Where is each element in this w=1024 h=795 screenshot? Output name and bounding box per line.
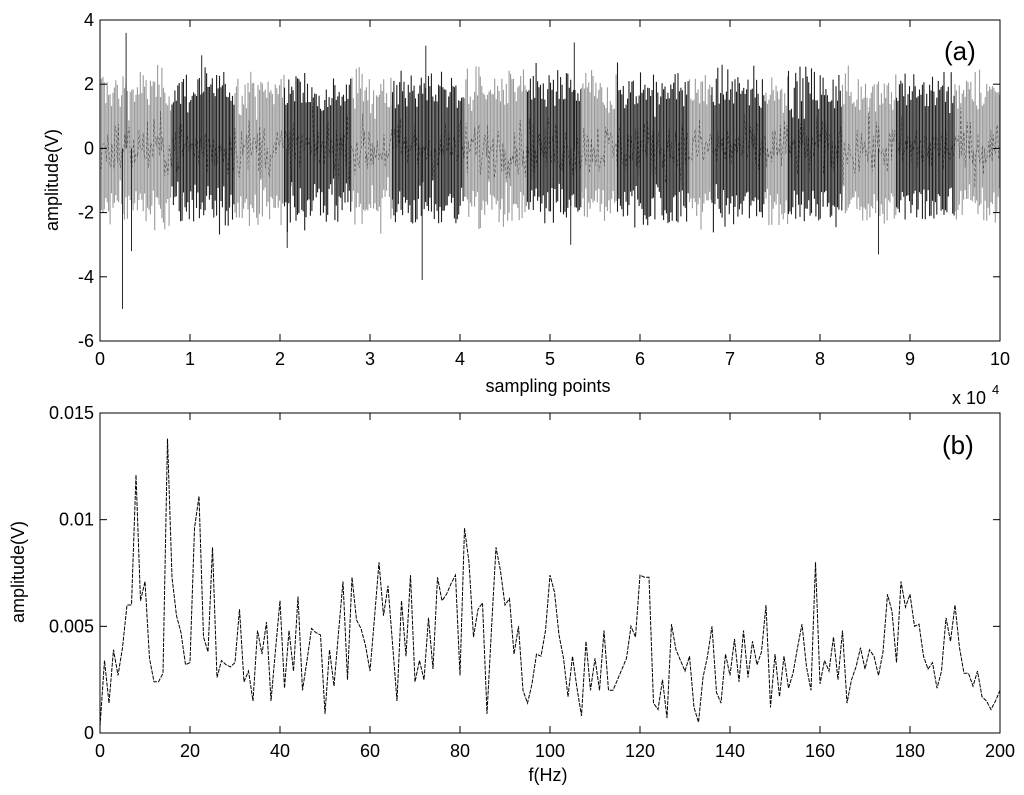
x-tick-label: 180 xyxy=(895,741,925,761)
y-tick-label: 2 xyxy=(84,74,94,94)
spectrum-panel: 0 20 40 60 80 100 120 140 160 180 200 0 0.005 0.01 0.0… xyxy=(8,403,1015,785)
y-tick-label: 0.01 xyxy=(59,510,94,530)
x-tick-label: 7 xyxy=(725,349,735,369)
y-tick-label: -6 xyxy=(78,331,94,351)
spectrum-y-axis-label: amplitude(V) xyxy=(8,521,28,623)
signal-axis-ticks: 0 1 2 3 4 5 6 7 8 9 10 -6 -4 -2 0 2 4 xyxy=(78,10,1010,369)
x-tick-label: 0 xyxy=(95,349,105,369)
x-tick-label: 80 xyxy=(450,741,470,761)
y-tick-label: 0 xyxy=(84,138,94,158)
x-axis-multiplier-base: x 10 xyxy=(952,388,986,408)
x-tick-label: 100 xyxy=(535,741,565,761)
y-tick-label: 0.015 xyxy=(49,403,94,423)
x-tick-label: 9 xyxy=(905,349,915,369)
x-tick-label: 20 xyxy=(180,741,200,761)
x-tick-label: 10 xyxy=(990,349,1010,369)
x-tick-label: 140 xyxy=(715,741,745,761)
spectrum-plot-frame xyxy=(99,412,1001,734)
x-tick-label: 40 xyxy=(270,741,290,761)
y-tick-label: 0 xyxy=(84,723,94,743)
x-tick-label: 8 xyxy=(815,349,825,369)
panel-label-b: (b) xyxy=(942,430,974,460)
x-tick-label: 60 xyxy=(360,741,380,761)
x-tick-label: 5 xyxy=(545,349,555,369)
x-tick-label: 4 xyxy=(455,349,465,369)
signal-segment xyxy=(765,76,789,226)
y-tick-label: -4 xyxy=(78,267,94,287)
signal-segment xyxy=(616,62,689,228)
x-tick-label: 3 xyxy=(365,349,375,369)
panel-label-a: (a) xyxy=(944,36,976,66)
spectrum-axis-ticks: 0 20 40 60 80 100 120 140 160 180 200 0 0.005 0.01 0.0… xyxy=(49,403,1015,761)
signal-x-axis-label: sampling points xyxy=(485,376,610,396)
x-axis-multiplier-exponent: 4 xyxy=(992,382,999,397)
y-tick-label: -2 xyxy=(78,203,94,223)
x-tick-label: 120 xyxy=(625,741,655,761)
signal-panel: 0 1 2 3 4 5 6 7 8 9 10 -6 -4 -2 0 2 4 (a) sampling point… xyxy=(42,10,1010,408)
x-tick-label: 0 xyxy=(95,741,105,761)
x-tick-label: 2 xyxy=(275,349,285,369)
spectrum-line xyxy=(99,438,1001,727)
x-tick-label: 200 xyxy=(985,741,1015,761)
signal-trace xyxy=(99,32,1001,309)
y-tick-label: 4 xyxy=(84,10,94,30)
spectrum-x-axis-label: f(Hz) xyxy=(529,765,568,785)
x-tick-label: 160 xyxy=(805,741,835,761)
x-tick-label: 6 xyxy=(635,349,645,369)
x-axis-multiplier: x 10 4 xyxy=(952,382,999,408)
x-tick-label: 1 xyxy=(185,349,195,369)
signal-y-axis-label: amplitude(V) xyxy=(42,129,62,231)
y-tick-label: 0.005 xyxy=(49,616,94,636)
